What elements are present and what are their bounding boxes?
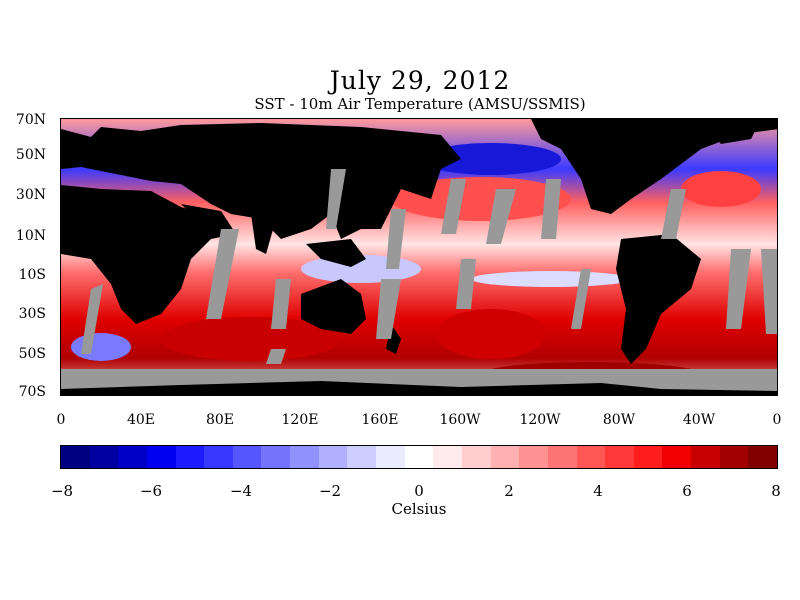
lat-label: 50S xyxy=(18,346,46,362)
satellite-swath-gaps xyxy=(81,169,777,364)
temperature-difference-map xyxy=(60,118,778,396)
lat-label: 70N xyxy=(15,112,46,128)
colorbar xyxy=(60,445,778,469)
colorbar-swatch xyxy=(290,446,319,468)
map-title: July 29, 2012 xyxy=(329,66,511,95)
anomaly-south-pacific-warm xyxy=(436,309,546,359)
land-africa xyxy=(61,185,216,324)
lat-label: 30N xyxy=(15,187,46,203)
colorbar-swatch xyxy=(347,446,377,468)
colorbar-swatch xyxy=(232,446,262,468)
colorbar-tick-label: 6 xyxy=(682,482,692,500)
colorbar-swatch xyxy=(662,446,692,468)
colorbar-tick-label: −4 xyxy=(229,482,253,500)
colorbar-swatch xyxy=(605,446,634,468)
antarctica-land xyxy=(61,381,777,395)
colorbar-units: Celsius xyxy=(391,500,447,518)
colorbar-tick-label: 4 xyxy=(593,482,603,500)
anomaly-north-pacific-cold xyxy=(421,143,561,175)
land-maritime-continent xyxy=(306,239,366,267)
colorbar-tick-label: 0 xyxy=(414,482,424,500)
map-subtitle: SST - 10m Air Temperature (AMSU/SSMIS) xyxy=(254,95,586,113)
anomaly-south-atlantic-cool xyxy=(71,333,131,361)
colorbar-swatch xyxy=(633,446,663,468)
colorbar-swatch xyxy=(490,446,520,468)
colorbar-swatch xyxy=(204,446,233,468)
land-south-america xyxy=(616,234,701,364)
colorbar-tick-label: 2 xyxy=(504,482,514,500)
colorbar-tick-label: −6 xyxy=(139,482,163,500)
lon-label: 160W xyxy=(439,412,481,428)
anomaly-north-atlantic-warm xyxy=(681,171,761,207)
colorbar-swatch xyxy=(146,446,176,468)
lat-label: 10N xyxy=(15,228,46,244)
land-greenland xyxy=(701,119,761,144)
anomaly-north-pacific-warm xyxy=(391,177,571,221)
land-north-america xyxy=(531,119,777,214)
lat-label: 10S xyxy=(18,267,46,283)
anomaly-equatorial-pacific-cool xyxy=(471,271,631,287)
lon-label: 40E xyxy=(126,412,156,428)
colorbar-swatch xyxy=(61,446,90,468)
lon-label: 0 xyxy=(772,412,782,428)
map-canvas xyxy=(61,119,777,395)
colorbar-swatch xyxy=(318,446,348,468)
colorbar-swatch xyxy=(261,446,291,468)
land-australia xyxy=(301,279,366,334)
lon-label: 0 xyxy=(56,412,66,428)
colorbar-swatch xyxy=(89,446,119,468)
colorbar-tick-label: −2 xyxy=(318,482,342,500)
colorbar-swatch xyxy=(691,446,720,468)
lat-label: 30S xyxy=(18,306,46,322)
colorbar-swatch xyxy=(433,446,462,468)
colorbar-swatch xyxy=(175,446,205,468)
colorbar-swatch xyxy=(404,446,434,468)
colorbar-swatch xyxy=(376,446,405,468)
lon-label: 120E xyxy=(281,412,319,428)
lon-label: 80W xyxy=(602,412,636,428)
colorbar-swatch xyxy=(748,446,778,468)
lat-label: 70S xyxy=(18,384,46,400)
lon-label: 80E xyxy=(205,412,235,428)
anomaly-south-indian-warm xyxy=(161,317,341,361)
lon-label: 40W xyxy=(682,412,716,428)
lon-label: 120W xyxy=(519,412,561,428)
land-europe-asia xyxy=(61,123,461,239)
colorbar-tick-label: 8 xyxy=(771,482,781,500)
colorbar-swatch xyxy=(118,446,147,468)
land-india xyxy=(251,214,276,254)
lon-label: 160E xyxy=(361,412,399,428)
colorbar-swatch xyxy=(461,446,491,468)
lat-label: 50N xyxy=(15,147,46,163)
colorbar-swatch xyxy=(576,446,606,468)
colorbar-swatch xyxy=(519,446,548,468)
colorbar-swatch xyxy=(547,446,577,468)
colorbar-tick-label: −8 xyxy=(50,482,74,500)
colorbar-swatch xyxy=(719,446,749,468)
